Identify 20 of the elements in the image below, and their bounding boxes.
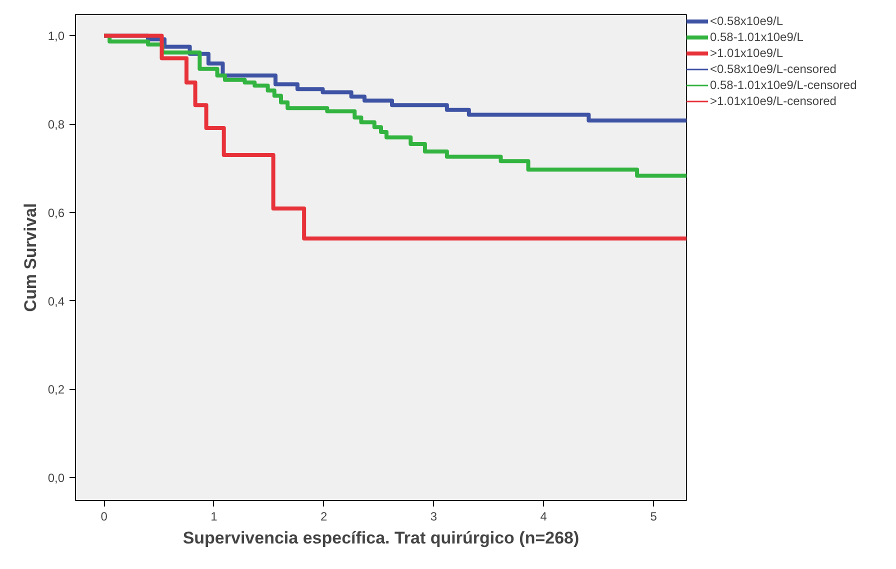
legend-label: <0.58x10e9/L-censored xyxy=(710,62,836,76)
y-tick-label: 1,0 xyxy=(48,29,65,44)
x-tick-label: 2 xyxy=(320,510,328,524)
legend-label: <0.58x10e9/L xyxy=(710,14,784,28)
y-tick-label: 0,8 xyxy=(48,118,65,132)
y-axis-title: Cum Survival xyxy=(20,203,40,312)
x-tick-label: 5 xyxy=(650,510,658,524)
legend-label: >1.01x10e9/L xyxy=(710,46,784,60)
legend-label: 0.58-1.01x10e9/L-censored xyxy=(710,78,857,92)
x-axis-title: Supervivencia específica. Trat quirúrgico (n=268) xyxy=(182,528,580,548)
y-tick-label: 0,4 xyxy=(48,294,65,308)
x-tick-label: 1 xyxy=(210,510,218,524)
y-tick-label: 0,2 xyxy=(48,382,65,397)
x-tick-label: 3 xyxy=(430,510,438,524)
legend-label: >1.01x10e9/L-censored xyxy=(710,94,836,108)
y-tick-label: 0,0 xyxy=(48,471,65,486)
x-tick-label: 4 xyxy=(540,510,548,524)
y-tick-label: 0,6 xyxy=(48,206,65,220)
legend-label: 0.58-1.01x10e9/L xyxy=(710,30,804,44)
x-tick-label: 0 xyxy=(100,510,108,524)
